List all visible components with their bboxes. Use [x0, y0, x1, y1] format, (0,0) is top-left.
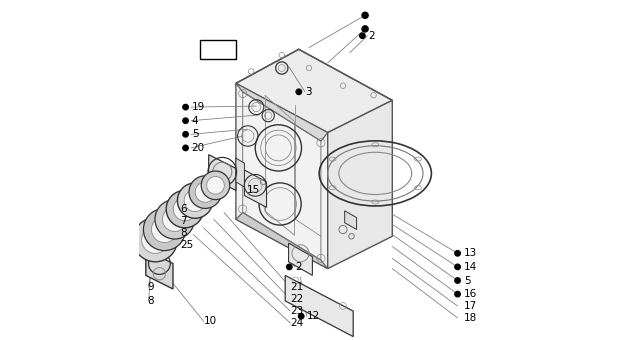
- Text: 20: 20: [192, 143, 205, 153]
- Circle shape: [155, 200, 195, 239]
- Polygon shape: [236, 83, 328, 269]
- Text: 2: 2: [368, 31, 375, 41]
- Text: 22: 22: [290, 294, 303, 304]
- Circle shape: [189, 176, 222, 208]
- Text: 5: 5: [192, 129, 198, 139]
- Circle shape: [202, 47, 208, 53]
- Circle shape: [362, 26, 368, 32]
- Text: 18: 18: [464, 313, 477, 323]
- Text: 17: 17: [464, 301, 477, 311]
- Text: 19: 19: [192, 102, 205, 112]
- Text: 7: 7: [180, 216, 187, 226]
- Text: 10: 10: [203, 316, 217, 326]
- Circle shape: [166, 190, 203, 228]
- Circle shape: [163, 207, 187, 232]
- Text: 12: 12: [307, 311, 321, 321]
- Circle shape: [287, 264, 292, 270]
- Circle shape: [195, 182, 216, 202]
- Circle shape: [151, 217, 177, 242]
- Text: 25: 25: [180, 240, 193, 250]
- Circle shape: [455, 251, 460, 256]
- Text: 5: 5: [464, 275, 470, 286]
- Text: 4: 4: [192, 116, 198, 126]
- Text: 24: 24: [290, 318, 303, 328]
- Polygon shape: [328, 100, 392, 269]
- Circle shape: [133, 218, 177, 262]
- Circle shape: [177, 183, 213, 218]
- Circle shape: [455, 291, 460, 297]
- Polygon shape: [236, 158, 244, 187]
- Circle shape: [360, 33, 365, 38]
- Circle shape: [298, 313, 304, 319]
- Polygon shape: [289, 243, 313, 275]
- Text: 6: 6: [180, 204, 187, 214]
- Circle shape: [455, 278, 460, 283]
- Polygon shape: [285, 275, 353, 337]
- Text: 3: 3: [305, 87, 311, 97]
- Polygon shape: [209, 155, 236, 190]
- Text: 21: 21: [290, 282, 303, 292]
- Circle shape: [143, 208, 185, 251]
- Text: 13: 13: [464, 248, 477, 258]
- Polygon shape: [146, 250, 173, 289]
- Text: 9: 9: [148, 282, 154, 292]
- Text: 23: 23: [290, 306, 303, 316]
- Circle shape: [142, 226, 169, 253]
- Circle shape: [184, 190, 206, 211]
- Circle shape: [296, 89, 302, 95]
- Text: 2: 2: [295, 262, 302, 272]
- Polygon shape: [236, 83, 328, 141]
- Text: 8: 8: [180, 228, 187, 238]
- Circle shape: [183, 104, 188, 110]
- Text: 15: 15: [247, 185, 260, 195]
- Circle shape: [183, 145, 188, 151]
- Text: 14: 14: [464, 262, 477, 272]
- Text: =1: =1: [211, 45, 227, 55]
- Circle shape: [455, 264, 460, 270]
- Circle shape: [173, 198, 197, 221]
- Circle shape: [183, 118, 188, 123]
- Circle shape: [201, 171, 230, 200]
- Text: 16: 16: [464, 289, 477, 299]
- Circle shape: [183, 132, 188, 137]
- Polygon shape: [236, 212, 328, 269]
- Polygon shape: [345, 211, 357, 230]
- FancyBboxPatch shape: [200, 40, 236, 59]
- Circle shape: [206, 176, 224, 194]
- Text: 8: 8: [148, 296, 154, 306]
- Circle shape: [362, 12, 368, 18]
- Polygon shape: [244, 170, 266, 207]
- Polygon shape: [236, 49, 392, 133]
